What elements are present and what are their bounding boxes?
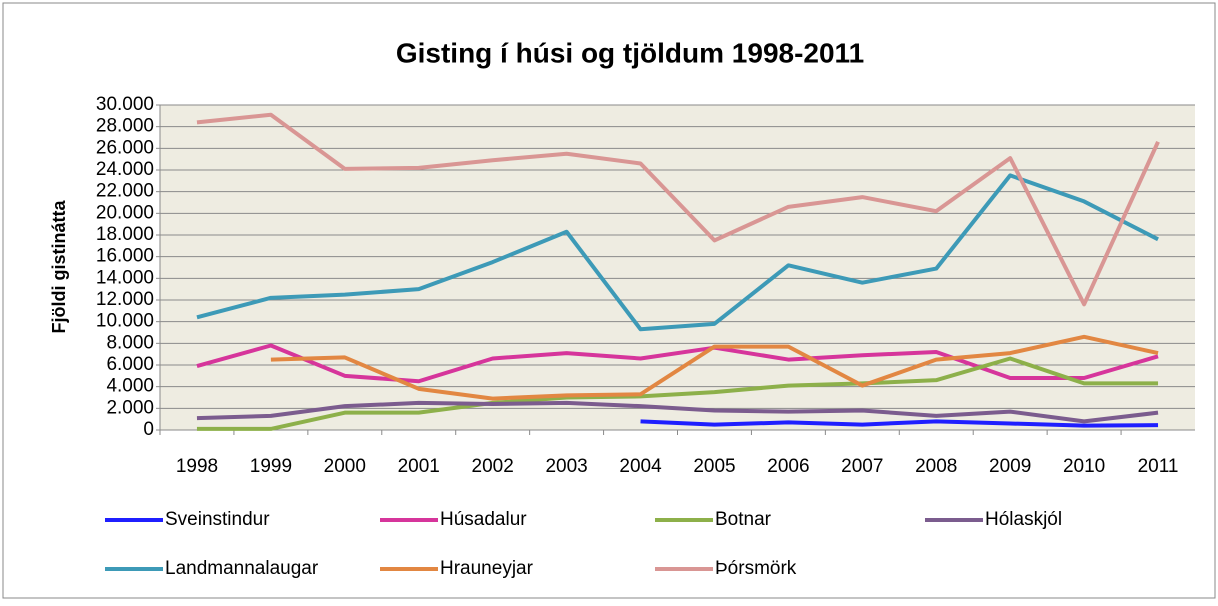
legend-label: Húsadalur — [440, 509, 527, 530]
x-tick-label: 1999 — [250, 456, 292, 477]
y-tick-label: 12.000 — [96, 289, 154, 310]
legend-label: Þórsmörk — [715, 558, 797, 579]
y-tick-label: 6.000 — [106, 354, 154, 375]
y-tick-label: 14.000 — [96, 267, 154, 288]
y-tick-label: 8.000 — [106, 332, 154, 353]
x-tick-label: 2006 — [767, 456, 809, 477]
legend-label: Landmannalaugar — [165, 558, 319, 579]
series-line — [196, 356, 1159, 431]
chart-title: Gisting í húsi og tjöldum 1998-2011 — [396, 37, 864, 68]
x-tick-label: 2010 — [1063, 456, 1105, 477]
series-line — [196, 400, 1159, 424]
legend-label: Sveinstindur — [165, 509, 270, 530]
x-tick-label: 2003 — [545, 456, 587, 477]
x-tick-label: 2011 — [1138, 456, 1179, 477]
legend-label: Botnar — [715, 509, 772, 530]
series-line — [270, 334, 1159, 401]
y-tick-label: 10.000 — [96, 311, 154, 332]
series-line — [196, 173, 1159, 332]
x-tick-label: 2005 — [693, 456, 735, 477]
y-tick-label: 16.000 — [96, 246, 154, 267]
plot-area — [160, 105, 1195, 430]
y-tick-label: 24.000 — [96, 159, 154, 180]
x-tick-label: 1998 — [176, 456, 218, 477]
y-tick-label: 18.000 — [96, 224, 154, 245]
legend-label: Hrauneyjar — [440, 558, 534, 579]
legend-label: Hólaskjól — [985, 509, 1062, 530]
x-tick-label: 2001 — [398, 456, 440, 477]
y-tick-label: 30.000 — [96, 94, 154, 115]
y-tick-label: 28.000 — [96, 116, 154, 137]
x-tick-label: 2002 — [472, 456, 514, 477]
x-tick-label: 2007 — [841, 456, 883, 477]
x-tick-label: 2009 — [989, 456, 1031, 477]
series-line — [196, 112, 1160, 307]
x-tick-label: 2000 — [324, 456, 366, 477]
y-tick-label: 20.000 — [96, 202, 154, 223]
y-tick-label: 0 — [143, 419, 154, 440]
series-line — [196, 343, 1159, 384]
y-tick-label: 4.000 — [106, 376, 154, 397]
y-axis-label: Fjöldi gistinátta — [49, 200, 69, 334]
x-tick-label: 2008 — [915, 456, 957, 477]
y-tick-label: 2.000 — [106, 397, 154, 418]
y-tick-label: 22.000 — [96, 181, 154, 202]
series-line — [640, 419, 1159, 428]
y-tick-label: 26.000 — [96, 137, 154, 158]
x-tick-label: 2004 — [619, 456, 662, 477]
